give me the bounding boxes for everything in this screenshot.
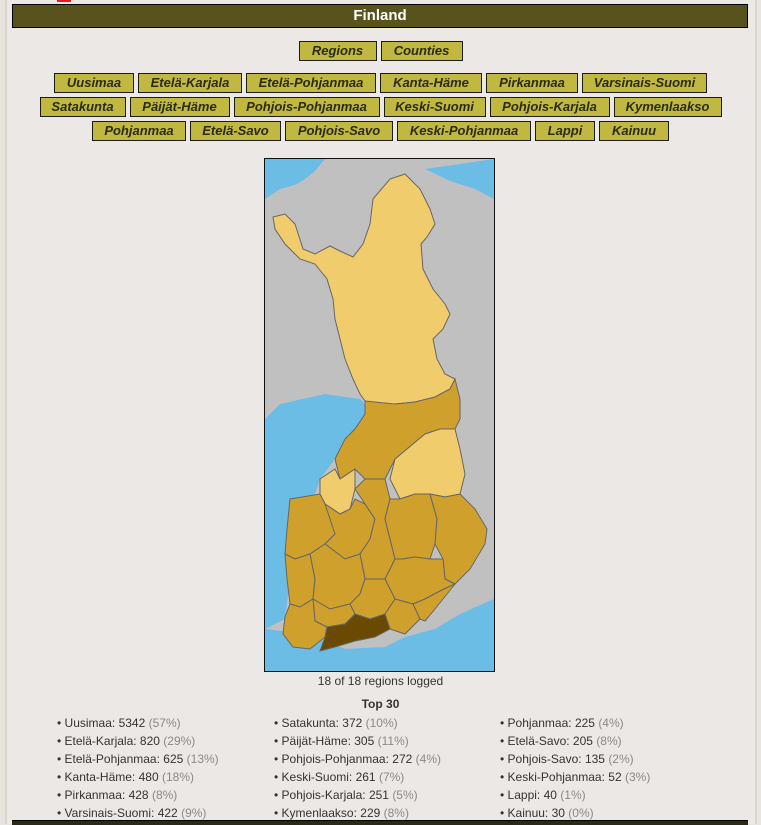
region-button-keski-suomi[interactable]: Keski-Suomi xyxy=(383,97,486,117)
list-item: • Uusimaa: 5342 (57%) xyxy=(57,716,181,730)
list-item: • Kainuu: 30 (0%) xyxy=(500,806,594,820)
region-satakunta xyxy=(284,553,316,608)
list-item: • Keski-Suomi: 261 (7%) xyxy=(274,770,405,784)
regions-logged-caption: 18 of 18 regions logged xyxy=(317,674,444,688)
region-button-satakunta[interactable]: Satakunta xyxy=(39,97,126,117)
region-button-kainuu[interactable]: Kainuu xyxy=(599,121,669,141)
top-list-column-1: • Uusimaa: 5342 (57%) • Etelä-Karjala: 8… xyxy=(57,714,219,822)
region-button-etela-savo[interactable]: Etelä-Savo xyxy=(190,121,281,141)
region-button-lappi[interactable]: Lappi xyxy=(535,121,595,141)
region-button-varsinais-suomi[interactable]: Varsinais-Suomi xyxy=(582,73,707,93)
region-buttons-row-2: Satakunta Päijät-Häme Pohjois-Pohjanmaa … xyxy=(8,97,753,117)
list-item: • Pohjois-Pohjanmaa: 272 (4%) xyxy=(274,752,441,766)
water xyxy=(265,159,494,671)
list-item: • Pirkanmaa: 428 (8%) xyxy=(57,788,178,802)
region-button-etela-karjala[interactable]: Etelä-Karjala xyxy=(138,73,242,93)
region-buttons-row-3: Pohjanmaa Etelä-Savo Pohjois-Savo Keski-… xyxy=(8,121,753,141)
region-etela-karjala xyxy=(412,583,456,622)
flag-marker xyxy=(57,0,71,2)
list-item: • Pohjois-Karjala: 251 (5%) xyxy=(274,788,418,802)
region-buttons-row-1: Uusimaa Etelä-Karjala Etelä-Pohjanmaa Ka… xyxy=(8,73,753,93)
counties-button[interactable]: Counties xyxy=(380,41,463,61)
list-item: • Etelä-Savo: 205 (8%) xyxy=(500,734,622,748)
list-item: • Varsinais-Suomi: 422 (9%) xyxy=(57,806,207,820)
list-item: • Pohjois-Savo: 135 (2%) xyxy=(500,752,634,766)
list-item: • Keski-Pohjanmaa: 52 (3%) xyxy=(500,770,651,784)
region-lappi xyxy=(272,173,456,405)
list-item: • Etelä-Karjala: 820 (29%) xyxy=(57,734,196,748)
region-button-pohjois-savo[interactable]: Pohjois-Savo xyxy=(285,121,393,141)
region-button-kanta-hame[interactable]: Kanta-Häme xyxy=(380,73,482,93)
list-item: • Kymenlaakso: 229 (8%) xyxy=(274,806,409,820)
view-toggle: Regions Counties xyxy=(8,41,753,61)
region-button-pirkanmaa[interactable]: Pirkanmaa xyxy=(486,73,578,93)
list-item: • Kanta-Häme: 480 (18%) xyxy=(57,770,194,784)
region-button-pohjois-pohjanmaa[interactable]: Pohjois-Pohjanmaa xyxy=(233,97,380,117)
region-map[interactable] xyxy=(264,158,495,672)
section-divider xyxy=(12,820,748,825)
list-item: • Pohjanmaa: 225 (4%) xyxy=(500,716,624,730)
list-item: • Lappi: 40 (1%) xyxy=(500,788,586,802)
top-list-title: Top 30 xyxy=(361,697,400,711)
regions-button[interactable]: Regions xyxy=(298,41,377,61)
region-button-uusimaa[interactable]: Uusimaa xyxy=(54,73,134,93)
region-button-kymenlaakso[interactable]: Kymenlaakso xyxy=(613,97,722,117)
region-button-pohjois-karjala[interactable]: Pohjois-Karjala xyxy=(489,97,610,117)
list-item: • Päijät-Häme: 305 (11%) xyxy=(274,734,409,748)
list-item: • Satakunta: 372 (10%) xyxy=(274,716,398,730)
list-item: • Etelä-Pohjanmaa: 625 (13%) xyxy=(57,752,219,766)
region-button-etela-pohjanmaa[interactable]: Etelä-Pohjanmaa xyxy=(246,73,376,93)
region-button-keski-pohjanmaa[interactable]: Keski-Pohjanmaa xyxy=(397,121,531,141)
region-button-paijat-hame[interactable]: Päijät-Häme xyxy=(129,97,230,117)
region-button-pohjanmaa[interactable]: Pohjanmaa xyxy=(92,121,186,141)
page-title: Finland xyxy=(12,4,748,28)
region-pohjois-savo xyxy=(384,493,438,560)
region-uusimaa xyxy=(319,613,391,652)
region-pohjois-karjala xyxy=(429,493,488,585)
top-list-column-3: • Pohjanmaa: 225 (4%) • Etelä-Savo: 205 … xyxy=(500,714,650,822)
top-list-column-2: • Satakunta: 372 (10%) • Päijät-Häme: 30… xyxy=(274,714,441,822)
finland-map-svg xyxy=(265,159,494,671)
